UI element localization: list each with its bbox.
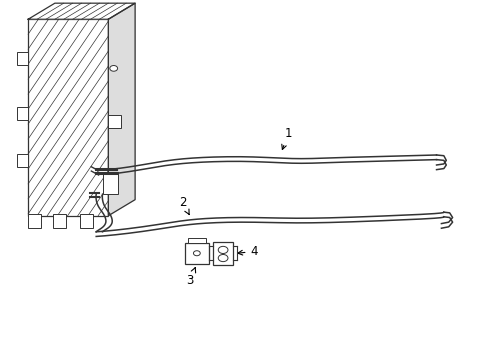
Text: 3: 3: [186, 267, 195, 287]
Text: 1: 1: [281, 127, 291, 149]
Polygon shape: [108, 3, 135, 216]
Bar: [80, 214, 93, 228]
Polygon shape: [28, 3, 135, 19]
Bar: [28, 214, 41, 228]
Text: 4: 4: [237, 245, 258, 258]
Bar: [18, 107, 28, 120]
Circle shape: [193, 251, 200, 256]
Text: 2: 2: [179, 196, 189, 215]
Bar: [28, 19, 108, 216]
Bar: [53, 214, 66, 228]
Bar: [185, 243, 208, 264]
Circle shape: [218, 246, 227, 253]
Bar: [103, 172, 118, 194]
Bar: [187, 238, 205, 243]
Bar: [212, 242, 233, 265]
Circle shape: [110, 66, 117, 71]
Bar: [18, 52, 28, 65]
Bar: [18, 154, 28, 167]
Bar: [108, 115, 120, 128]
Circle shape: [218, 255, 227, 262]
